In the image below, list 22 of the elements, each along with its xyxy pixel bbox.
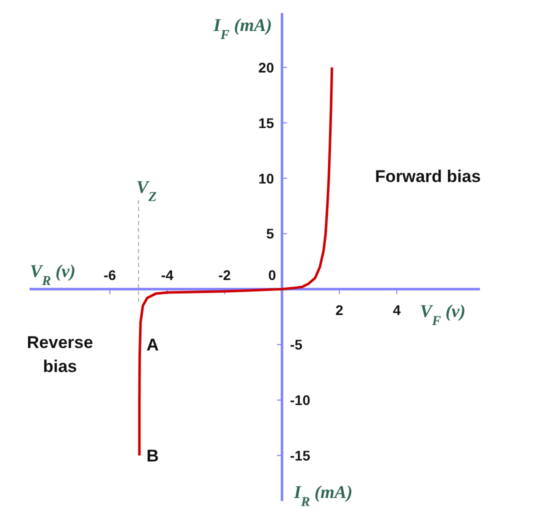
y-tick-label: 5 [266, 226, 274, 242]
y2-axis-title: I$_{R}$ (mA) [293, 482, 353, 507]
y-tick-label: 15 [258, 114, 274, 131]
x2-tick-label: 0 [268, 267, 276, 284]
y-axis-title: I$_{F}$ (mA) [212, 15, 272, 42]
x2-tick-label: -6 [104, 267, 116, 284]
x2-tick-label: -2 [218, 267, 232, 284]
y-tick-label: 20 [258, 59, 274, 76]
x2-axis-title: V$_{R}$ (v) [30, 261, 76, 288]
y2-tick-label: -5 [290, 336, 303, 353]
y2-tick-label: -10 [290, 392, 310, 408]
x-tick-label: 4 [392, 302, 401, 318]
x-axis-title: V$_{F}$ (v) [420, 301, 466, 328]
y-tick-label: 10 [258, 170, 274, 186]
x-tick-label: 2 [336, 302, 344, 318]
annotation: A [146, 336, 159, 355]
y2-tick-label: -15 [290, 448, 310, 464]
ref-line-label: V$_{Z}$ [136, 177, 157, 204]
annotation: Reverse bias [26, 333, 94, 376]
annotation: B [146, 446, 159, 466]
annotation: Forward bias [375, 167, 481, 186]
x2-tick-label: -4 [161, 267, 174, 284]
